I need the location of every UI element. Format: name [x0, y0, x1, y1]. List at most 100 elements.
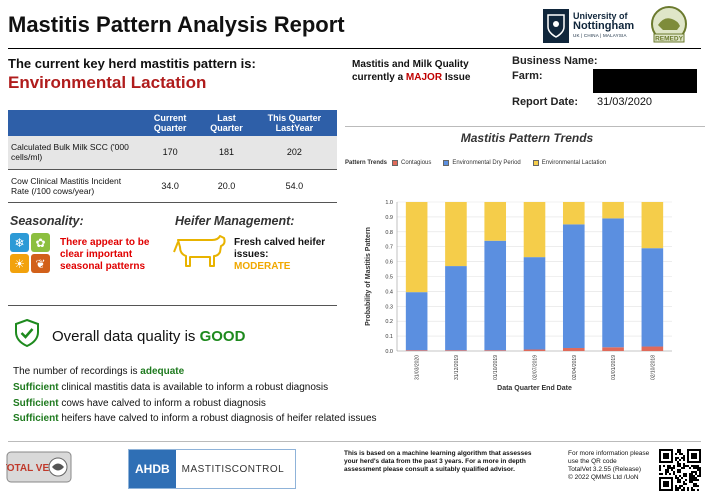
remedy-text: REMEDY: [655, 36, 683, 43]
cow-icon: [173, 235, 226, 267]
legend-item: Contagious: [392, 160, 431, 166]
bar-segment: [602, 218, 624, 348]
bar-segment: [523, 257, 546, 350]
legend-label: Contagious: [401, 160, 432, 166]
y-tick-label: 0.2: [385, 319, 393, 325]
seasonality-text: There appear to be clear important seaso…: [60, 237, 150, 272]
table-cell: Cow Clinical Mastitis Incident Rate (/10…: [8, 169, 139, 203]
qr-code[interactable]: [659, 449, 701, 491]
dq-value: GOOD: [199, 328, 246, 345]
y-tick-label: 0.8: [385, 230, 393, 236]
business-name-label: Business Name:: [512, 55, 598, 67]
dq1-pre: The number of recordings is: [13, 366, 141, 377]
x-tick-label: 01/10/2019: [493, 355, 499, 380]
bar-segment: [641, 202, 664, 249]
seasonality-title: Seasonality:: [10, 214, 84, 228]
quality-line2-post: Issue: [442, 72, 471, 83]
page-title: Mastitis Pattern Analysis Report: [8, 12, 345, 37]
dq-pre: Overall data quality is: [52, 328, 200, 345]
quality-statement: Mastitis and Milk Quality currently a MA…: [352, 58, 470, 84]
pattern-trends-chart: 0.0 0.1 0.2 0.3 0.4 0.5 0.6 0.7 0.8 0.9 1.0 31/03/2…: [365, 200, 672, 392]
bar-segment: [445, 350, 467, 351]
bar-segment: [602, 347, 624, 351]
table-row: Cow Clinical Mastitis Incident Rate (/10…: [8, 169, 337, 203]
table-cell: Calculated Bulk Milk SCC ('000 cells/ml): [8, 136, 139, 170]
y-tick-label: 0.3: [385, 304, 393, 310]
snowflake-icon: ❄: [10, 233, 29, 252]
ahdb-mark: AHDB: [129, 450, 176, 488]
y-tick-label: 0.1: [385, 334, 393, 340]
table-header: This Quarter LastYear: [251, 110, 337, 136]
x-axis-label: Data Quarter End Date: [497, 385, 572, 392]
table-cell: 20.0: [201, 169, 252, 203]
x-tick-label: 02/10/2018: [650, 355, 656, 380]
totalvet-logo: TOTAL VET: [6, 451, 72, 483]
bar-segment: [484, 350, 507, 351]
dq-clinical: Sufficient clinical mastitis data is ava…: [13, 382, 328, 393]
key-pattern-value: Environmental Lactation: [8, 73, 207, 92]
legend-swatch: [532, 160, 539, 166]
farm-label: Farm:: [512, 70, 543, 82]
section-divider: [8, 305, 337, 306]
legend-item: Environmental Dry Period: [443, 160, 521, 166]
bar-segment: [523, 349, 546, 351]
key-pattern-label: The current key herd mastitis pattern is…: [8, 56, 256, 71]
bar-segment: [484, 240, 507, 351]
crest-icon: [543, 9, 569, 43]
table-cell: 170: [139, 136, 202, 170]
legend-item: Environmental Lactation: [532, 160, 607, 166]
legend-label: Environmental Dry Period: [452, 160, 521, 166]
footer-info: For more information please use the QR c…: [568, 450, 656, 482]
y-tick-label: 1.0: [385, 200, 393, 206]
sun-icon: ☀: [10, 254, 29, 273]
table-cell: 181: [201, 136, 252, 170]
table-header-row: Current Quarter Last Quarter This Quarte…: [8, 110, 337, 136]
totalvet-text: TOTAL VET: [6, 463, 55, 474]
bar-segment: [602, 202, 624, 219]
bar-segment: [445, 202, 467, 267]
footer-disclaimer: This is based on a machine learning algo…: [344, 450, 532, 473]
dq2-post: clinical mastitis data is available to i…: [58, 382, 329, 393]
quality-line1: Mastitis and Milk Quality: [352, 59, 469, 70]
bar-segment: [405, 292, 428, 351]
dq-cows: Sufficient cows have calved to inform a …: [13, 398, 266, 409]
bar-segment: [562, 224, 585, 349]
bar-segment: [445, 266, 467, 351]
heifer-text: Fresh calved heifer issues: MODERATE: [234, 237, 339, 273]
header-divider: [8, 48, 701, 49]
dq4-post: heifers have calved to inform a robust d…: [58, 413, 377, 424]
legend-title: Pattern Trends: [345, 160, 388, 166]
x-tick-label: 01/01/2019: [611, 355, 617, 380]
herd-metrics-table: Current Quarter Last Quarter This Quarte…: [8, 110, 337, 203]
university-logo: University of Nottingham UK | CHINA | MA…: [543, 8, 639, 44]
x-tick-label: 31/12/2019: [454, 355, 460, 380]
dq-heifers: Sufficient heifers have calved to inform…: [13, 413, 377, 424]
dq2-green: Sufficient: [13, 382, 59, 393]
farm-redaction: [593, 69, 697, 93]
bar-segment: [562, 348, 585, 351]
leaf-icon: ❦: [31, 254, 50, 273]
bar-segment: [562, 202, 585, 225]
y-tick-label: 0.0: [385, 349, 393, 355]
bar-segment: [641, 248, 664, 347]
footer-info2: TotalVet 3.2.55 (Release): [568, 466, 641, 473]
uon-name: University of: [573, 11, 628, 21]
dq1-green: adequate: [140, 366, 185, 377]
seasons-icon-group: ❄ ✿ ☀ ❦: [10, 233, 50, 273]
y-tick-label: 0.9: [385, 215, 393, 221]
dq3-green: Sufficient: [13, 398, 59, 409]
legend-label: Environmental Lactation: [541, 160, 607, 166]
dq4-green: Sufficient: [13, 413, 59, 424]
heifer-title: Heifer Management:: [175, 214, 295, 228]
bar-segment: [405, 350, 428, 351]
bar-segment: [405, 202, 428, 293]
chart-legend: Pattern Trends Contagious Environmental …: [345, 158, 618, 168]
footer-divider: [8, 441, 701, 442]
dq3-post: cows have calved to inform a robust diag…: [58, 398, 266, 409]
quality-major: MAJOR: [405, 72, 443, 83]
uon-name2: Nottingham: [573, 20, 635, 32]
y-tick-label: 0.6: [385, 260, 393, 266]
heifer-issue-text: Fresh calved heifer issues:: [234, 237, 326, 260]
bar-segment: [484, 202, 507, 241]
table-cell: 34.0: [139, 169, 202, 203]
